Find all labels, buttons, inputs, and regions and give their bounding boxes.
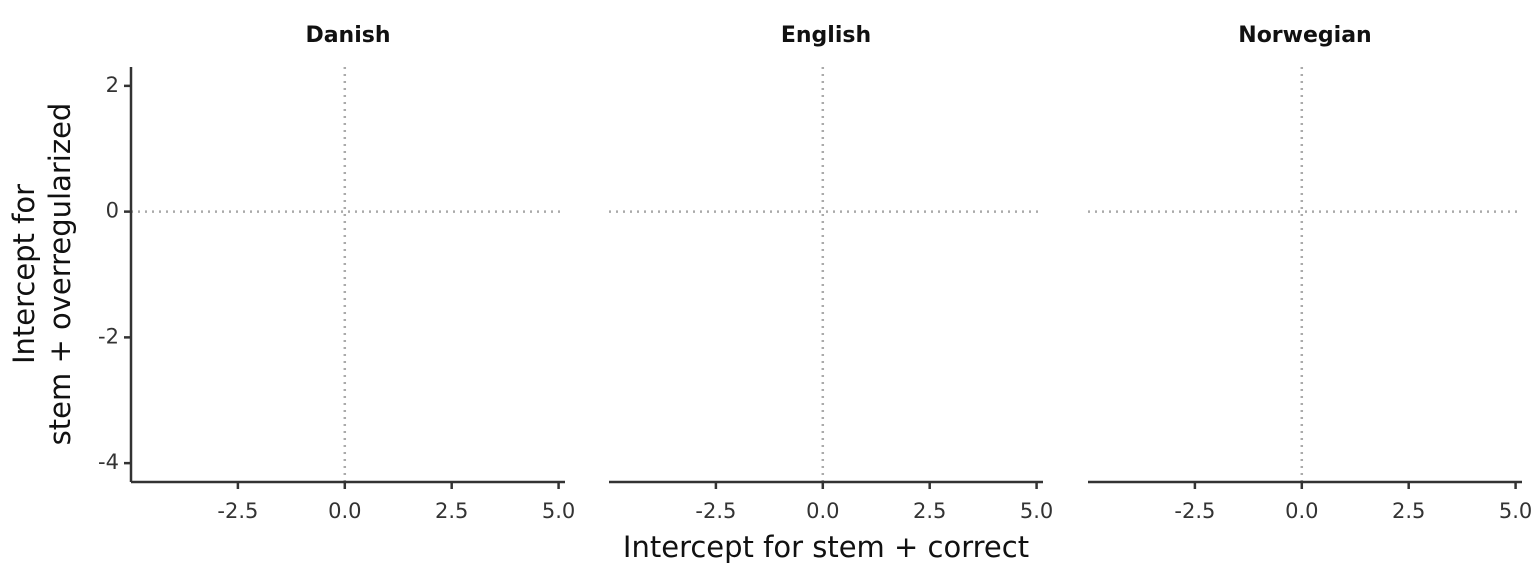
x-tick-label: -2.5 — [695, 499, 736, 523]
facet-title: Norwegian — [1238, 23, 1371, 48]
x-axis-title: Intercept for stem + correct — [623, 530, 1029, 564]
y-tick-label: -2 — [98, 324, 119, 348]
x-tick-label: 0.0 — [1285, 499, 1318, 523]
x-tick-label: 2.5 — [913, 499, 946, 523]
x-tick-label: 5.0 — [1499, 499, 1532, 523]
facet-title: Danish — [305, 23, 390, 48]
y-axis-title: Intercept for — [7, 184, 41, 364]
y-axis-title: stem + overregularized — [43, 103, 77, 446]
y-tick-label: -4 — [98, 450, 119, 474]
x-tick-label: 2.5 — [435, 499, 468, 523]
x-tick-label: 0.0 — [806, 499, 839, 523]
x-tick-label: 5.0 — [1020, 499, 1053, 523]
y-tick-label: 2 — [106, 73, 119, 97]
x-tick-label: -2.5 — [217, 499, 258, 523]
x-tick-label: 5.0 — [542, 499, 575, 523]
x-tick-label: 2.5 — [1392, 499, 1425, 523]
y-tick-label: 0 — [106, 199, 119, 223]
facet-title: English — [781, 23, 871, 48]
x-tick-label: 0.0 — [328, 499, 361, 523]
x-tick-label: -2.5 — [1174, 499, 1215, 523]
